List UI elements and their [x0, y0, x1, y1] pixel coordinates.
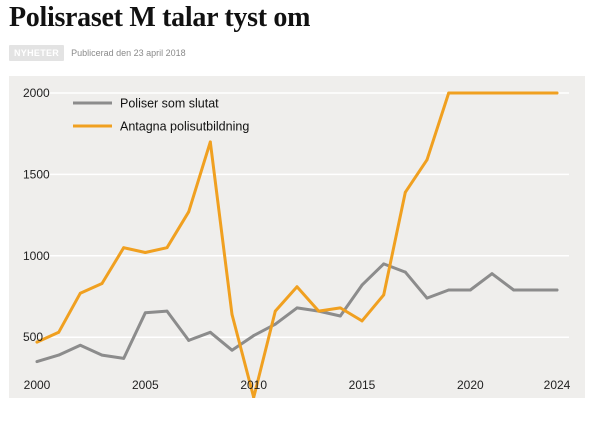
series-2-point — [252, 396, 256, 398]
x-tick-label-2015: 2015 — [349, 378, 376, 392]
grid-layer — [31, 92, 569, 338]
series-1-point — [555, 288, 559, 292]
series-2-point — [403, 190, 407, 194]
series-2-point — [208, 140, 212, 144]
series-1-point — [490, 272, 494, 276]
series-2-point — [317, 309, 321, 313]
series-2-point — [468, 91, 472, 95]
series-2-point — [165, 246, 169, 250]
series-1-point — [208, 330, 212, 334]
x-tick-label-2024: 2024 — [544, 378, 571, 392]
series-2-point — [273, 309, 277, 313]
x-tick-label-2000: 2000 — [24, 378, 51, 392]
series-2-point — [360, 319, 364, 323]
series-1-point — [295, 306, 299, 310]
series-1-point — [382, 262, 386, 266]
series-1-point — [230, 348, 234, 352]
series-1-point — [165, 309, 169, 313]
series-1-point — [533, 288, 537, 292]
series-2-point — [490, 91, 494, 95]
tick-layer: 500 1000 1500 2000 2000 2005 2010 2015 2020 2024 — [23, 86, 571, 392]
headline: Polisraset M talar tyst om — [9, 2, 311, 33]
series-2-point — [230, 313, 234, 316]
y-tick-label-2000: 2000 — [23, 86, 50, 100]
article-meta: NYHETER Publicerad den 23 april 2018 — [9, 44, 186, 62]
series-line-2 — [35, 91, 559, 398]
series-1-point — [187, 339, 191, 342]
series-2-point — [143, 251, 147, 254]
y-tick-label-1500: 1500 — [23, 167, 50, 181]
series-2-point — [533, 91, 537, 95]
series-1-point — [447, 288, 451, 292]
series-1-point — [252, 334, 256, 337]
series-2-point — [447, 91, 451, 95]
legend: Poliser som slutat Antagna polisutbildnin… — [73, 97, 249, 134]
series-2-point — [122, 246, 126, 250]
legend-label-1: Poliser som slutat — [120, 97, 219, 111]
x-tick-label-2020: 2020 — [457, 378, 484, 392]
series-layer — [35, 91, 559, 398]
series-1-point — [403, 270, 407, 274]
series-1-point — [57, 353, 61, 357]
series-2-point — [187, 210, 191, 214]
series-1-point — [338, 314, 342, 318]
series-1-point — [143, 311, 147, 315]
series-2-point — [382, 293, 386, 297]
series-2-point — [35, 340, 39, 344]
legend-label-2: Antagna polisutbildning — [120, 120, 249, 134]
publish-date: Publicerad den 23 april 2018 — [71, 48, 186, 58]
series-1-point — [425, 296, 429, 300]
series-1-point — [273, 322, 277, 326]
series-2-point — [555, 91, 559, 95]
series-1-point — [468, 288, 472, 292]
x-tick-label-2010: 2010 — [240, 378, 267, 392]
series-2-point — [512, 91, 516, 95]
series-2-point — [78, 291, 82, 295]
series-1-point — [512, 288, 516, 292]
y-tick-label-1000: 1000 — [23, 249, 50, 263]
series-2-point — [338, 306, 342, 310]
series-2-point — [425, 158, 429, 162]
series-2-point — [100, 282, 104, 285]
series-1-point — [100, 353, 104, 357]
chart-container: 500 1000 1500 2000 2000 2005 2010 2015 2020 2024 … — [9, 76, 585, 398]
series-1-point — [360, 283, 364, 287]
series-2-point — [57, 330, 61, 334]
series-1-point — [122, 356, 126, 360]
category-badge[interactable]: NYHETER — [9, 45, 65, 61]
series-1-point — [35, 360, 39, 364]
y-tick-label-500: 500 — [23, 330, 43, 344]
series-1-point — [78, 343, 82, 347]
series-line-1 — [35, 262, 559, 364]
series-2-point — [295, 285, 299, 289]
x-tick-label-2005: 2005 — [132, 378, 159, 392]
